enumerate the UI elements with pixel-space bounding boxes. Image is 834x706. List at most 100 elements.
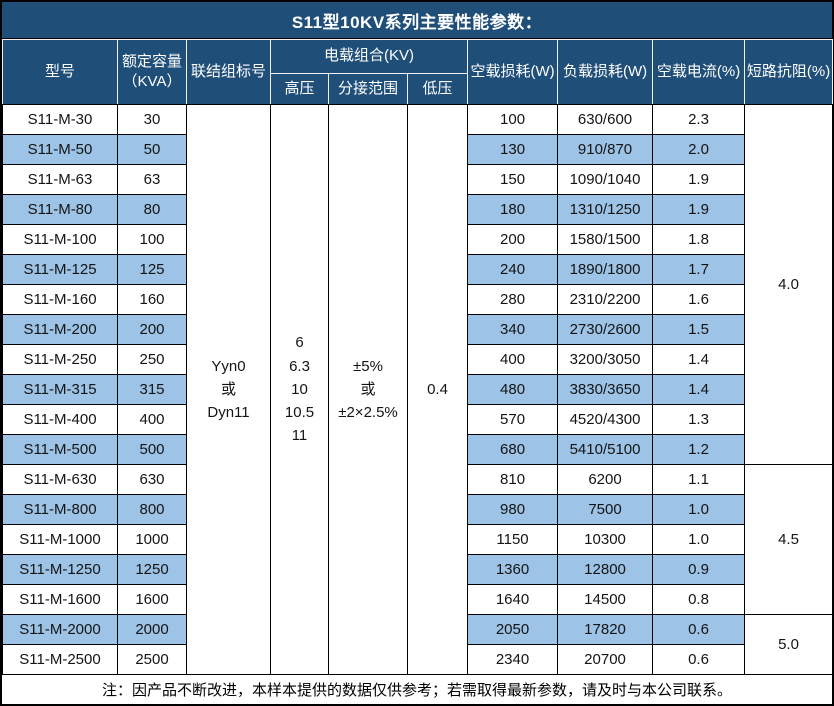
spec-row: S11-M-1000 1000 1150 10300 1.0	[2, 524, 833, 555]
no-load-current-cell: 1.7	[652, 254, 746, 285]
load-loss-cell: 1580/1500	[557, 224, 654, 255]
spec-row: S11-M-400 400 570 4520/4300 1.3	[2, 404, 833, 435]
capacity-cell: 125	[117, 254, 187, 285]
load-loss-cell: 1890/1800	[557, 254, 654, 285]
no-load-current-cell: 1.6	[652, 284, 746, 315]
spec-row: S11-M-2500 2500 2340 20700 0.6	[2, 644, 833, 675]
load-loss-cell: 2730/2600	[557, 314, 654, 345]
capacity-cell: 80	[117, 194, 187, 225]
no-load-loss-cell: 400	[467, 344, 559, 375]
load-loss-cell: 3200/3050	[557, 344, 654, 375]
spec-row: S11-M-200 200 340 2730/2600 1.5	[2, 314, 833, 345]
spec-row: S11-M-630 630 810 6200 1.1 4.5	[2, 464, 834, 615]
model-cell: S11-M-30	[2, 104, 118, 135]
model-cell: S11-M-315	[2, 374, 118, 405]
no-load-current-cell: 1.9	[652, 194, 746, 225]
no-load-current-cell: 1.4	[652, 374, 746, 405]
no-load-current-cell: 1.4	[652, 344, 746, 375]
spec-row: S11-M-800 800 980 7500 1.0	[2, 494, 833, 525]
no-load-loss-cell: 1150	[467, 524, 559, 555]
capacity-cell: 800	[117, 494, 187, 525]
model-cell: S11-M-63	[2, 164, 118, 195]
model-cell: S11-M-1600	[2, 584, 118, 615]
capacity-cell: 160	[117, 284, 187, 315]
no-load-loss-cell: 240	[467, 254, 559, 285]
model-cell: S11-M-500	[2, 434, 118, 465]
no-load-current-cell: 1.8	[652, 224, 746, 255]
spec-table-header: 型号 额定容量 （KVA） 联结组标号 电载组合(KV) 空载损耗(W) 负载损…	[2, 39, 834, 105]
footer-note: 注：因产品不断改进，本样本提供的数据仅供参考；若需取得最新参数，请及时与本公司联…	[101, 682, 732, 699]
column-header-no-load-loss: 空载损耗(W)	[467, 39, 559, 105]
spec-row: S11-M-30 30 Yyn0 或 Dyn11 6 6.3 10 10.5 11 ±5…	[2, 104, 834, 675]
model-cell: S11-M-2500	[2, 644, 118, 675]
capacity-cell: 1000	[117, 524, 187, 555]
impedance-cell: 5.0	[744, 614, 834, 675]
no-load-loss-cell: 2050	[467, 614, 559, 645]
low-voltage-cell: 0.4	[406, 104, 469, 675]
no-load-current-cell: 1.9	[652, 164, 746, 195]
capacity-cell: 2500	[117, 644, 187, 675]
spec-table: 型号 额定容量 （KVA） 联结组标号 电载组合(KV) 空载损耗(W) 负载损…	[2, 39, 834, 675]
load-loss-cell: 910/870	[557, 134, 654, 165]
load-loss-cell: 7500	[557, 494, 654, 525]
model-cell: S11-M-80	[2, 194, 118, 225]
impedance-cell: 4.5	[744, 464, 834, 615]
load-loss-cell: 3830/3650	[557, 374, 654, 405]
capacity-cell: 500	[117, 434, 187, 465]
no-load-current-cell: 2.3	[652, 104, 746, 135]
load-loss-cell: 4520/4300	[557, 404, 654, 435]
no-load-loss-cell: 280	[467, 284, 559, 315]
load-loss-cell: 20700	[557, 644, 654, 675]
load-loss-cell: 5410/5100	[557, 434, 654, 465]
model-cell: S11-M-100	[2, 224, 118, 255]
model-cell: S11-M-800	[2, 494, 118, 525]
no-load-loss-cell: 480	[467, 374, 559, 405]
connection-group-cell: Yyn0 或 Dyn11	[186, 104, 271, 675]
model-cell: S11-M-1000	[2, 524, 118, 555]
spec-row: S11-M-1600 1600 1640 14500 0.8	[2, 584, 833, 615]
load-loss-cell: 17820	[557, 614, 654, 645]
model-cell: S11-M-200	[2, 314, 118, 345]
no-load-loss-cell: 1360	[467, 554, 559, 585]
capacity-cell: 1600	[117, 584, 187, 615]
no-load-current-cell: 0.6	[652, 614, 746, 645]
spec-row: S11-M-125 125 240 1890/1800 1.7	[2, 254, 833, 285]
spec-row: S11-M-160 160 280 2310/2200 1.6	[2, 284, 833, 315]
spec-row: S11-M-50 50 130 910/870 2.0	[2, 134, 833, 165]
capacity-cell: 1250	[117, 554, 187, 585]
load-loss-cell: 2310/2200	[557, 284, 654, 315]
impedance-cell: 4.0	[744, 104, 834, 465]
spec-row: S11-M-500 500 680 5410/5100 1.2	[2, 434, 833, 465]
no-load-current-cell: 1.0	[652, 494, 746, 525]
spec-row: S11-M-2000 2000 2050 17820 0.6 5.0	[2, 614, 834, 675]
column-header-high-voltage: 高压	[270, 73, 329, 105]
no-load-loss-cell: 1640	[467, 584, 559, 615]
load-loss-cell: 1090/1040	[557, 164, 654, 195]
tap-range-cell: ±5% 或 ±2×2.5%	[328, 104, 408, 675]
load-loss-cell: 1310/1250	[557, 194, 654, 225]
no-load-current-cell: 0.8	[652, 584, 746, 615]
spec-row: S11-M-100 100 200 1580/1500 1.8	[2, 224, 833, 255]
capacity-cell: 630	[117, 464, 187, 495]
no-load-loss-cell: 150	[467, 164, 559, 195]
no-load-current-cell: 1.0	[652, 524, 746, 555]
model-cell: S11-M-2000	[2, 614, 118, 645]
capacity-cell: 63	[117, 164, 187, 195]
column-header-no-load-current: 空载电流(%)	[652, 39, 746, 105]
load-loss-cell: 10300	[557, 524, 654, 555]
model-cell: S11-M-160	[2, 284, 118, 315]
capacity-cell: 400	[117, 404, 187, 435]
column-header-tap-range: 分接范围	[328, 73, 408, 105]
spec-row: S11-M-1250 1250 1360 12800 0.9	[2, 554, 833, 585]
spec-row: S11-M-315 315 480 3830/3650 1.4	[2, 374, 833, 405]
header-row-1: 型号 额定容量 （KVA） 联结组标号 电载组合(KV) 空载损耗(W) 负载损…	[2, 39, 834, 105]
model-cell: S11-M-50	[2, 134, 118, 165]
high-voltage-cell: 6 6.3 10 10.5 11	[270, 104, 329, 675]
no-load-loss-cell: 570	[467, 404, 559, 435]
model-cell: S11-M-250	[2, 344, 118, 375]
page-title: S11型10KV系列主要性能参数：	[2, 2, 832, 39]
no-load-current-cell: 0.6	[652, 644, 746, 675]
no-load-current-cell: 2.0	[652, 134, 746, 165]
no-load-loss-cell: 810	[467, 464, 559, 495]
no-load-loss-cell: 980	[467, 494, 559, 525]
